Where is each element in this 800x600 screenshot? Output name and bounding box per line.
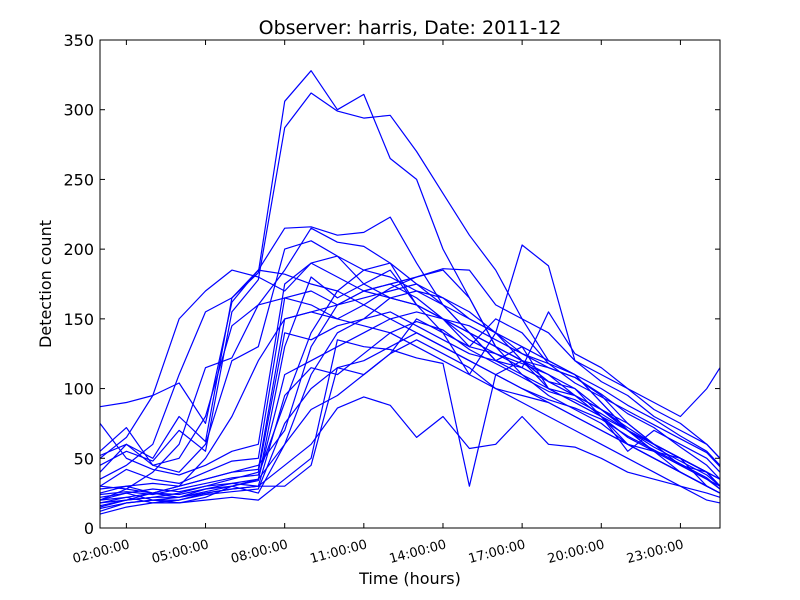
y-tick-label: 300 [63,101,94,120]
series-line-14 [99,396,721,498]
y-axis: 0 50 100 150 200 250 300 350 [63,31,720,538]
y-tick-label: 100 [63,380,94,399]
y-tick-label: 150 [63,310,94,329]
series-line-24 [99,283,721,504]
y-tick-label: 200 [63,240,94,259]
series-line-21 [99,255,721,487]
series-line-17 [99,311,721,507]
plot-frame [99,39,721,529]
x-axis-label: Time (hours) [358,569,461,588]
y-tick-label: 350 [63,31,94,50]
series-line-23 [99,297,721,504]
y-axis-label: Detection count [36,220,55,348]
series-line-22 [99,269,721,494]
chart-title: Observer: harris, Date: 2011-12 [259,17,562,39]
y-tick-label: 250 [63,170,94,189]
series-line-19 [99,262,721,496]
y-tick-label: 0 [84,519,94,538]
series-line-3 [99,216,721,473]
y-tick-label: 50 [74,449,94,468]
series-layer [99,70,721,515]
series-line-15 [99,339,721,504]
series-line-18 [99,268,721,494]
